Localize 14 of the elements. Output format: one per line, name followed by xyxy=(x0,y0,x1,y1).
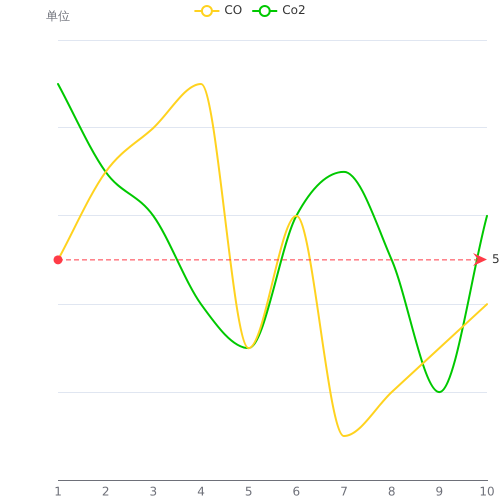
x-tick-label: 9 xyxy=(436,484,444,498)
x-tick-label: 2 xyxy=(102,484,110,498)
x-tick-label: 5 xyxy=(244,484,252,498)
text: 单位 xyxy=(46,9,70,24)
x-tick-label: 4 xyxy=(197,484,205,498)
text: 5 xyxy=(492,252,500,266)
x-tick-label: 10 xyxy=(479,484,495,498)
legend-label: Co2 xyxy=(282,3,306,18)
x-tick-label: 6 xyxy=(292,484,300,498)
legend-label: CO xyxy=(224,3,242,18)
x-tick-label: 3 xyxy=(150,484,158,498)
x-tick-label: 1 xyxy=(54,484,62,498)
x-tick-label: 7 xyxy=(340,484,348,498)
x-tick-label: 8 xyxy=(388,484,396,498)
